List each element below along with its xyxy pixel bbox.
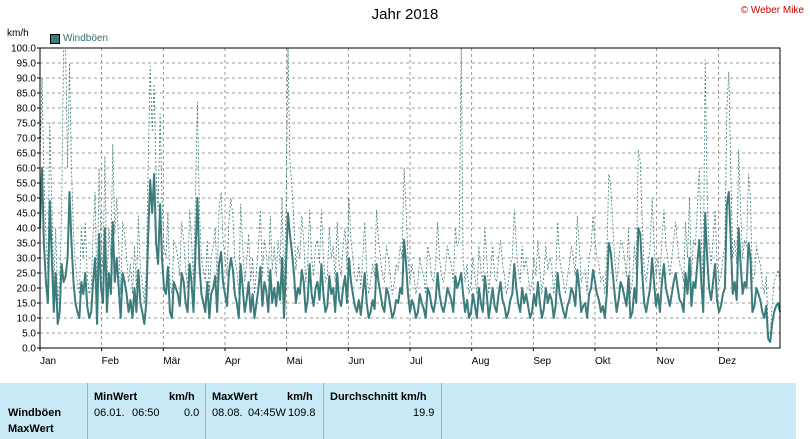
stats-labels-cell: Windböen MaxWert [0, 383, 88, 439]
min-unit: km/h [169, 391, 195, 403]
y-tick-label: 75.0 [17, 119, 37, 130]
y-tick-label: 5.0 [22, 329, 36, 340]
min-header: MinWert [94, 391, 138, 403]
max-time: 04:45W [248, 407, 286, 419]
x-tick-label: Nov [657, 356, 675, 367]
series-line-maxwert [39, 47, 781, 337]
y-tick-label: 85.0 [17, 89, 37, 100]
min-date: 06.01. [94, 407, 125, 419]
min-value: 0.0 [184, 407, 200, 419]
max-header: MaxWert [212, 391, 258, 403]
y-tick-label: 65.0 [17, 149, 37, 160]
max-date: 08.08. [212, 407, 243, 419]
x-tick-label: Jul [410, 356, 423, 367]
x-tick-label: Feb [102, 356, 120, 367]
x-tick-label: Jun [348, 356, 364, 367]
y-tick-label: 70.0 [17, 134, 37, 145]
stats-min-cell: MinWert km/h 06.01. 06:50 0.0 [88, 383, 206, 439]
x-tick-label: Okt [595, 356, 611, 367]
row-label-maxwert: MaxWert [8, 423, 54, 435]
x-tick-label: Jan [40, 356, 56, 367]
x-tick-label: Dez [718, 356, 736, 367]
y-tick-label: 30.0 [17, 254, 37, 265]
y-axis: 0.0 5.0 10.0 15.0 20.0 25.0 30.0 35.0 40.0 45.0 50… [11, 44, 40, 355]
grid-lines [40, 47, 780, 349]
min-time: 06:50 [132, 407, 160, 419]
series-lines [39, 47, 781, 343]
chart-area: 0.0 5.0 10.0 15.0 20.0 25.0 30.0 35.0 40.0 45.0 50… [11, 44, 781, 367]
row-label-windboeen: Windböen [8, 407, 62, 419]
y-tick-label: 80.0 [17, 104, 37, 115]
y-tick-label: 55.0 [17, 179, 37, 190]
y-tick-label: 15.0 [17, 299, 37, 310]
y-tick-label: 50.0 [17, 194, 37, 205]
x-tick-label: Apr [225, 356, 241, 367]
y-tick-label: 90.0 [17, 74, 37, 85]
y-tick-label: 10.0 [17, 314, 37, 325]
legend-swatch [50, 33, 60, 44]
stats-avg-cell: Durchschnitt km/h 19.9 [324, 383, 442, 439]
stats-max-cell: MaxWert km/h 08.08. 04:45W 109.8 [206, 383, 324, 439]
x-tick-label: Mär [163, 356, 181, 367]
legend: Windböen [50, 33, 108, 44]
x-tick-label: Mai [287, 356, 303, 367]
y-tick-label: 45.0 [17, 209, 37, 220]
y-tick-label: 35.0 [17, 239, 37, 250]
y-tick-label: 60.0 [17, 164, 37, 175]
y-tick-label: 95.0 [17, 59, 37, 70]
y-tick-label: 100.0 [11, 44, 36, 55]
avg-header: Durchschnitt km/h [330, 391, 427, 403]
y-unit-label: km/h [7, 28, 29, 39]
x-axis: Jan Feb Mär Apr Mai Jun Jul Aug Sep Okt Nov Dez [39, 348, 736, 367]
y-tick-label: 20.0 [17, 284, 37, 295]
stats-panel: Windböen MaxWert MinWert km/h 06.01. 06:… [0, 383, 810, 439]
x-tick-label: Sep [533, 356, 551, 367]
chart-title: Jahr 2018 [371, 6, 439, 23]
y-tick-label: 40.0 [17, 224, 37, 235]
y-tick-label: 0.0 [22, 344, 36, 355]
x-tick-label: Aug [472, 356, 490, 367]
max-value: 109.8 [288, 407, 316, 419]
y-tick-label: 25.0 [17, 269, 37, 280]
plot-frame [39, 47, 781, 349]
series-line-windboeen [39, 167, 781, 343]
stats-panel-background [0, 383, 796, 439]
legend-label: Windböen [63, 33, 109, 44]
copyright-label: © Weber Mike [740, 5, 804, 16]
max-unit: km/h [287, 391, 313, 403]
avg-value: 19.9 [413, 407, 435, 419]
